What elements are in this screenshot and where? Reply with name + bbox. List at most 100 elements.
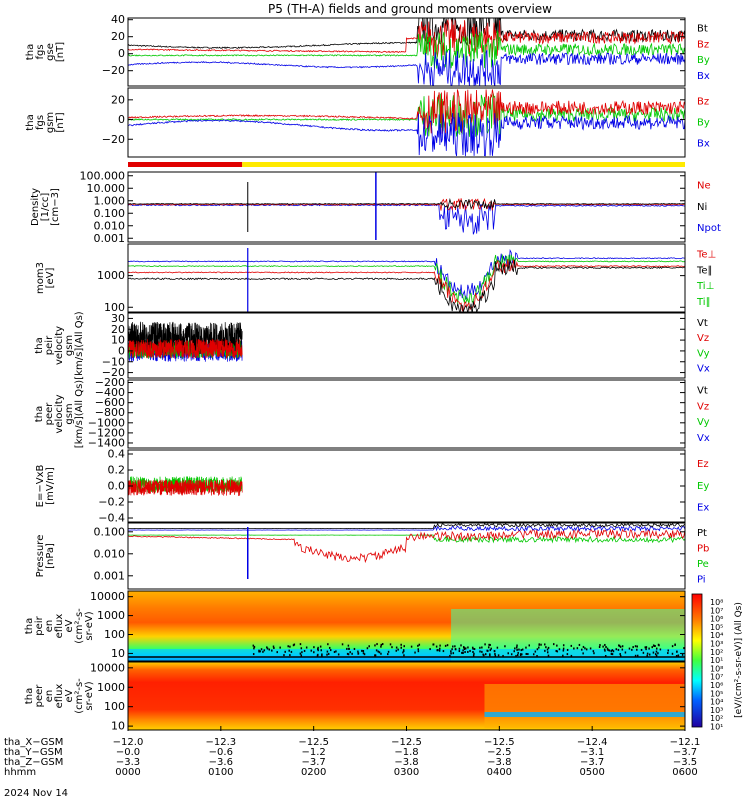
ytick-label: 1000 — [97, 609, 125, 622]
spec-speckle — [658, 644, 660, 647]
spec-speckle — [317, 648, 319, 651]
ylabel-line: E=−VxB — [35, 465, 46, 508]
ytick-label: −1400 — [88, 436, 125, 449]
spec-speckle — [465, 647, 467, 650]
panel-frame — [127, 171, 686, 243]
spec-speckle — [432, 643, 435, 646]
panel-ylabel: thapeerenefluxeV(cm²-s-sr-eV) — [24, 678, 95, 714]
ylabel-line: fgs — [35, 115, 46, 130]
spec-speckle — [481, 650, 483, 653]
xaxis-value: −3.5 — [673, 757, 697, 768]
spec-speckle — [683, 647, 685, 650]
trace-bx — [128, 112, 685, 157]
spec-speckle — [400, 643, 402, 646]
panel-peer-spec: 10000 1000 100 10 thapeerenefluxeV(cm²-s-sr-… — [24, 661, 686, 733]
spec-speckle — [676, 650, 678, 653]
spec-speckle — [266, 647, 269, 650]
spec-speckle — [484, 653, 487, 656]
legend-Pb: Pb — [697, 544, 709, 555]
spec-speckle — [313, 651, 315, 654]
spec-speckle — [284, 650, 286, 653]
legend-Ex: Ex — [697, 503, 709, 514]
panel-peer-velocity: −200−400−600−800−1000−1200−1400thapeerve… — [34, 376, 710, 449]
spec-speckle — [472, 647, 474, 650]
spec-speckle — [326, 650, 329, 653]
legend-Vy: Vy — [697, 348, 710, 359]
panel-pressure: 0.100 0.010 0.001 Pressure[nPa] Pt Pb Pe Pi — [35, 522, 709, 590]
spec-speckle — [341, 643, 344, 646]
spec-speckle — [293, 643, 296, 646]
spec-speckle — [266, 646, 268, 649]
ylabel-line: eflux — [54, 684, 65, 709]
spec-speckle — [333, 650, 336, 653]
colorbar-tick: 10⁸ — [710, 664, 723, 673]
spec-speckle — [547, 654, 550, 657]
xaxis-value: −12.1 — [670, 737, 701, 748]
colorbar-tick: 10⁴ — [710, 698, 723, 707]
spec-speckle — [604, 649, 606, 652]
spec-speckle — [327, 652, 330, 655]
spec-speckle — [608, 649, 610, 652]
ytick-label: 10000 — [90, 590, 125, 603]
xaxis-value: −12.5 — [391, 737, 422, 748]
spec-speckle — [462, 652, 464, 655]
mode-bar-fast — [242, 162, 685, 167]
colorbar-tick: 10⁵ — [710, 623, 723, 632]
panel-traces — [128, 89, 685, 157]
spec-speckle — [585, 648, 588, 651]
spec-speckle — [518, 648, 520, 651]
colorbar: 10⁸10⁷10⁶10⁵10⁴10³10²10¹10⁸10⁷10⁶10⁵10⁴1… — [691, 593, 744, 732]
ylabel-line: [mV/m] — [45, 467, 56, 505]
colorbar-label: [eV/(cm²-s-sr-eV)] (All Qs) — [734, 602, 744, 718]
spec-speckle — [450, 650, 452, 653]
colorbar-tick: 10² — [710, 714, 723, 723]
spec-speckle — [357, 652, 359, 655]
spec-speckle — [471, 646, 474, 649]
spec-speckle — [287, 645, 289, 648]
xaxis-value: −3.8 — [394, 757, 418, 768]
spec-speckle — [493, 650, 496, 653]
spec-speckle — [611, 653, 614, 656]
panel-traces — [128, 591, 685, 661]
ytick-label: 10 — [111, 720, 125, 733]
spec-speckle — [612, 650, 615, 653]
xaxis-value: 0200 — [301, 767, 326, 778]
spec-speckle — [589, 647, 592, 650]
xaxis-value: −12.5 — [484, 737, 515, 748]
spec-speckle — [252, 653, 255, 656]
spec-speckle — [368, 645, 370, 648]
spec-speckle — [290, 650, 293, 653]
panel-ylabel: E=−VxB[mV/m] — [35, 465, 56, 508]
spec-speckle — [624, 651, 627, 654]
spec-speckle — [611, 649, 614, 652]
ylabel-line: mom3 — [35, 262, 46, 294]
spec-speckle — [604, 654, 607, 657]
ylabel-line: en — [44, 620, 55, 633]
spec-speckle — [655, 647, 658, 650]
panel-ylabel: thafgsgsm[nT] — [25, 112, 66, 133]
spec-speckle — [646, 652, 649, 655]
legend-Vy: Vy — [697, 417, 710, 428]
ylabel-line: (cm²-s- — [74, 678, 85, 714]
xaxis-row-label: tha_X−GSM — [4, 737, 63, 748]
spec-speckle — [253, 645, 256, 648]
legend-Bx: Bx — [697, 138, 710, 149]
ytick-label: 0.010 — [94, 219, 126, 232]
spec-speckle — [301, 651, 303, 654]
trace-ne — [128, 197, 685, 211]
legend-Ni: Ni — [697, 202, 707, 213]
xaxis-value: −3.7 — [302, 757, 326, 768]
spec-speckle — [562, 647, 565, 650]
legend-Bt: Bt — [697, 23, 708, 34]
spec-speckle — [584, 647, 586, 650]
spec-speckle — [472, 650, 474, 653]
legend-By: By — [697, 55, 710, 66]
xaxis-value: 0400 — [487, 767, 512, 778]
ylabel-line: eV — [64, 689, 75, 702]
legend-Bz: Bz — [697, 39, 709, 50]
spec-speckle — [592, 650, 595, 653]
ytick-label: 100 — [104, 628, 125, 641]
spec-speckle — [454, 648, 457, 651]
ylabel-line: peer — [44, 402, 55, 426]
spec-speckle — [520, 649, 523, 652]
